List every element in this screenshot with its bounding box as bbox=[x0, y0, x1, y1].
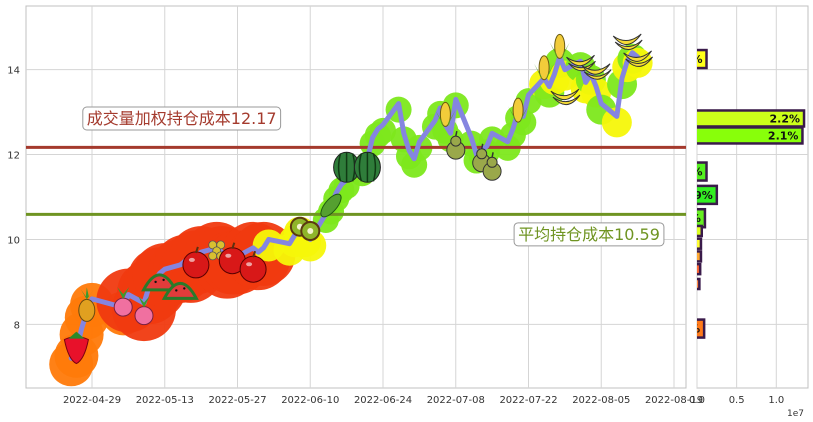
x-tick-label: 2022-06-24 bbox=[354, 395, 412, 406]
profile-bar bbox=[697, 262, 702, 276]
reference-label-text: 平均持仓成本10.59 bbox=[518, 225, 660, 244]
profile-bar bbox=[697, 250, 703, 263]
halo-mark bbox=[370, 117, 396, 144]
banana-icon bbox=[623, 50, 654, 67]
radish-icon bbox=[113, 287, 133, 317]
vwap-cost-label: 成交量加权持仓成本12.17 bbox=[82, 106, 282, 131]
watermelon-icon bbox=[333, 151, 361, 183]
x-tick-label: 2022-06-10 bbox=[281, 395, 339, 406]
profile-bar-label: 2.2% bbox=[770, 112, 801, 125]
profile-bar bbox=[697, 318, 706, 339]
profile-bar-label: % bbox=[690, 212, 701, 225]
profile-bars: % 2.2% 2.1%% 9%%% bbox=[689, 48, 806, 339]
reference-label-box bbox=[82, 106, 282, 131]
y-tick-label: 10 bbox=[7, 235, 20, 246]
profile-x-tick-label: 0.0 bbox=[689, 395, 705, 406]
y-tick-label: 8 bbox=[14, 320, 20, 331]
profile-scale-label: 1e7 bbox=[787, 409, 804, 419]
profile-bar bbox=[697, 237, 703, 250]
profile-bar-label: % bbox=[691, 53, 702, 66]
x-tick-label: 2022-08-19 bbox=[645, 395, 703, 406]
pear-icon bbox=[482, 152, 502, 181]
x-tick-label: 2022-07-08 bbox=[427, 395, 485, 406]
radish-icon bbox=[134, 295, 154, 326]
price-chart-panel: 2022-04-29 2022-05-13 2022-05-27 2022-06-10… bbox=[7, 5, 703, 406]
corn-icon bbox=[534, 55, 555, 81]
halo-mark bbox=[601, 107, 632, 138]
profile-bar bbox=[697, 184, 719, 206]
banana-icon bbox=[581, 63, 612, 80]
x-tick-label: 2022-07-22 bbox=[499, 395, 557, 406]
profile-bar bbox=[697, 207, 707, 229]
profile-bar-label: % bbox=[691, 166, 702, 179]
profile-bar-label: % bbox=[689, 323, 700, 336]
profile-bar bbox=[697, 126, 804, 145]
pineapple-icon bbox=[78, 287, 96, 322]
pear-icon bbox=[446, 130, 466, 160]
banana-icon bbox=[550, 88, 581, 106]
kiwi-icon bbox=[300, 221, 321, 241]
watermelon-slice-icon bbox=[161, 281, 199, 300]
profile-bar bbox=[697, 224, 704, 238]
halo-mark bbox=[294, 229, 327, 262]
profile-bar bbox=[697, 277, 701, 291]
banana-icon bbox=[612, 33, 643, 50]
profile-bar-label: 2.1% bbox=[768, 129, 799, 142]
apple-icon bbox=[239, 250, 267, 283]
x-tick-label: 2022-05-27 bbox=[208, 395, 266, 406]
reference-label-box bbox=[513, 222, 665, 247]
x-tick-label: 2022-04-29 bbox=[63, 395, 121, 406]
reference-label-text: 成交量加权持仓成本12.17 bbox=[87, 109, 277, 128]
watermelon-icon bbox=[353, 151, 381, 183]
banana-icon bbox=[566, 54, 596, 72]
corn-icon bbox=[549, 33, 570, 59]
profile-bar bbox=[697, 161, 708, 182]
y-tick-label: 12 bbox=[7, 151, 20, 162]
avg-cost-label: 平均持仓成本10.59 bbox=[513, 222, 665, 247]
profile-x-tick-label: 0.5 bbox=[729, 395, 745, 406]
x-tick-label: 2022-05-13 bbox=[136, 395, 194, 406]
profile-bar bbox=[697, 48, 708, 70]
strawberry-icon bbox=[63, 331, 89, 365]
corn-icon bbox=[508, 97, 529, 123]
x-tick-label: 2022-08-05 bbox=[572, 395, 630, 406]
profile-x-tick-label: 1.0 bbox=[768, 395, 784, 406]
plot-area bbox=[26, 33, 686, 387]
fruit-layer bbox=[63, 33, 654, 365]
apple-icon bbox=[182, 246, 210, 279]
pea-pod-icon bbox=[320, 193, 342, 218]
y-tick-label: 14 bbox=[7, 66, 20, 77]
profile-bar-label: 9% bbox=[694, 189, 713, 202]
corn-icon bbox=[435, 101, 456, 127]
